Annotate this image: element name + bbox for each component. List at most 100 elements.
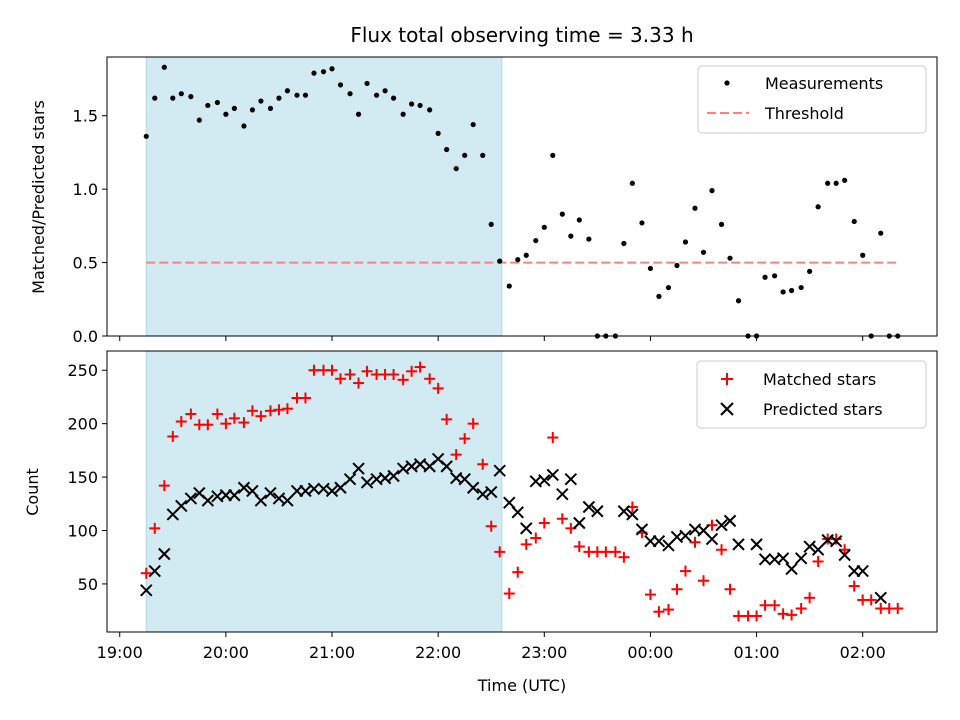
predicted-star-point — [325, 484, 339, 498]
predicted-star-stroke-b — [148, 564, 161, 578]
measurement-point — [470, 121, 476, 128]
predicted-star-point — [679, 529, 692, 543]
predicted-star-stroke-b — [175, 499, 188, 513]
matched-star-point — [547, 432, 559, 444]
predicted-star-stroke-b — [307, 482, 321, 496]
matched-stars-points — [140, 361, 904, 622]
matched-star-point — [202, 419, 214, 431]
measurement-point — [143, 133, 149, 139]
predicted-star-stroke-b — [396, 462, 410, 475]
predicted-star-stroke-b — [529, 475, 543, 488]
matched-star-point — [255, 410, 267, 422]
measurement-point — [497, 258, 503, 264]
measurement-point — [178, 91, 184, 97]
measurement-point — [488, 221, 494, 227]
matched-star-point — [697, 575, 709, 587]
measurement-point — [231, 105, 237, 111]
predicted-star-point — [546, 468, 559, 482]
matched-star-point — [424, 373, 436, 385]
measurement-point — [718, 221, 725, 227]
predicted-star-stroke-b — [564, 473, 578, 486]
measurement-point — [735, 298, 742, 304]
matched-star-point — [865, 594, 877, 606]
measurement-point — [586, 236, 592, 242]
measurement-point — [320, 69, 327, 75]
legend-measurements-label: Measurements — [765, 74, 883, 93]
legend-threshold-label: Threshold — [764, 104, 844, 123]
matched-star-point — [512, 566, 524, 578]
measurement-point — [462, 152, 468, 158]
bottom-legend: Matched stars Predicted stars — [696, 360, 927, 429]
bottom-x-tick-label: 00:00 — [627, 643, 673, 662]
matched-star-point — [228, 412, 240, 424]
predicted-star-point — [237, 481, 251, 494]
measurement-point — [223, 111, 229, 117]
predicted-star-stroke-b — [158, 547, 171, 561]
predicted-star-point — [140, 584, 153, 597]
predicted-star-stroke-b — [785, 562, 798, 576]
matched-star-point — [344, 369, 356, 381]
predicted-star-stroke-b — [723, 514, 737, 528]
matched-star-point — [406, 365, 418, 377]
measurement-point — [409, 101, 415, 107]
matched-star-point — [167, 430, 179, 442]
matched-star-point — [530, 532, 542, 544]
predicted-star-stroke-b — [413, 458, 427, 471]
matched-star-point — [361, 365, 373, 377]
top-legend-box — [697, 65, 927, 134]
bottom-y-tick-label: 200 — [67, 415, 98, 434]
measurement-point — [196, 117, 202, 123]
predicted-star-point — [582, 500, 596, 514]
measurement-point — [842, 177, 848, 183]
predicted-star-stroke-b — [264, 486, 277, 500]
predicted-star-stroke-b — [811, 543, 825, 556]
measurement-point — [249, 107, 256, 113]
predicted-star-stroke-b — [193, 486, 206, 500]
predicted-star-point — [776, 552, 790, 565]
predicted-star-point — [758, 553, 772, 566]
predicted-star-point — [874, 591, 887, 605]
predicted-star-point — [264, 486, 277, 500]
predicted-star-point — [175, 499, 188, 513]
predicted-star-point — [626, 508, 639, 521]
predicted-star-point — [201, 494, 215, 507]
predicted-star-point — [811, 543, 825, 556]
matched-star-point — [671, 583, 683, 595]
predicted-star-stroke-b — [705, 532, 719, 546]
measurement-point — [382, 88, 388, 94]
measurement-point — [568, 233, 574, 239]
top-y-tick-label: 1.5 — [73, 107, 98, 126]
predicted-star-stroke-b — [370, 473, 383, 486]
predicted-star-point — [387, 469, 400, 483]
predicted-star-point — [556, 487, 569, 501]
top-axes-frame — [106, 56, 938, 337]
predicted-star-stroke-b — [246, 484, 259, 498]
predicted-star-point — [635, 523, 649, 536]
matched-star-point — [573, 541, 585, 553]
bottom-x-ticks: 19:00 20:00 21:00 22:00 23:00 00:00 01:00 02:00 — [97, 632, 886, 662]
matched-star-point — [520, 538, 532, 550]
predicted-star-point — [158, 547, 171, 561]
predicted-star-stroke-b — [758, 553, 772, 566]
predicted-star-point — [520, 522, 533, 535]
measurement-point — [550, 152, 556, 158]
predicted-star-stroke-b — [352, 462, 365, 475]
measurement-point — [851, 218, 857, 225]
chart-title: Flux total observing time = 3.33 h — [350, 23, 693, 47]
matched-star-point — [538, 517, 550, 529]
predicted-star-stroke-b — [652, 534, 666, 548]
matched-star-point — [140, 567, 152, 579]
measurement-point — [656, 293, 662, 299]
matched-star-point — [467, 418, 479, 430]
predicted-star-stroke-b — [211, 490, 224, 503]
predicted-star-stroke-b — [493, 464, 506, 477]
predicted-star-point — [307, 482, 321, 496]
matched-star-point — [600, 546, 612, 558]
measurement-point — [621, 240, 627, 247]
bottom-panel: 50 100 150 200 250 19:00 20:00 21:00 22:00 23:00… — [23, 350, 938, 695]
matched-star-point — [281, 403, 293, 415]
matched-star-point — [786, 609, 798, 621]
matched-star-point — [441, 413, 453, 425]
predicted-star-point — [511, 506, 524, 519]
matched-star-point — [795, 602, 807, 614]
